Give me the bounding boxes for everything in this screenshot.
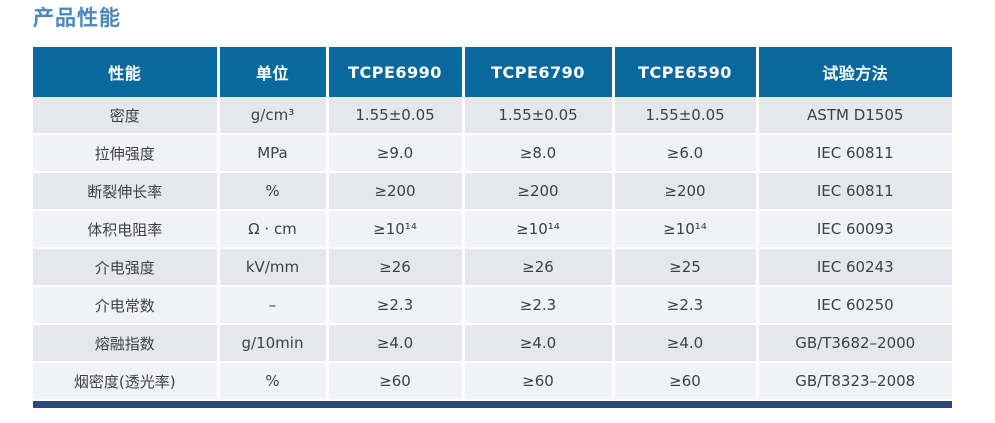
column-header: 试验方法 bbox=[757, 47, 952, 97]
column-header: TCPE6590 bbox=[613, 47, 759, 97]
table-header: 性能 单位 TCPE6990 TCPE6790 TCPE6590 试验方法 bbox=[33, 47, 952, 97]
table-cell: ≥10¹⁴ bbox=[327, 210, 465, 249]
table-cell: 介电强度 bbox=[33, 248, 220, 287]
table-row: 熔融指数 g/10min ≥4.0 ≥4.0 ≥4.0 GB/T3682–2000 bbox=[33, 324, 952, 363]
table-cell: ≥4.0 bbox=[463, 324, 615, 363]
table-cell: ≥60 bbox=[463, 362, 615, 401]
column-header: TCPE6790 bbox=[463, 47, 615, 97]
table-cell: ≥2.3 bbox=[327, 286, 465, 325]
table-cell: ASTM D1505 bbox=[757, 97, 952, 135]
page-title: 产品性能 bbox=[33, 6, 121, 30]
table-cell: ≥200 bbox=[327, 172, 465, 211]
table-cell: ≥200 bbox=[613, 172, 759, 211]
table-cell: % bbox=[218, 362, 329, 401]
table-cell: 1.55±0.05 bbox=[463, 97, 615, 135]
table-cell: ≥10¹⁴ bbox=[463, 210, 615, 249]
table-cell: IEC 60811 bbox=[757, 172, 952, 211]
table-cell: – bbox=[218, 286, 329, 325]
table-row: 断裂伸长率% ≥200 ≥200 ≥200 IEC 60811 bbox=[33, 172, 952, 211]
table-cell: ≥2.3 bbox=[613, 286, 759, 325]
table-cell: g/10min bbox=[218, 324, 329, 363]
table-body: 密度 g/cm³ 1.55±0.05 1.55±0.05 1.55±0.05 ASTM D… bbox=[33, 97, 952, 401]
column-header: 单位 bbox=[218, 47, 329, 97]
footer-accent-bar bbox=[33, 401, 952, 408]
table-cell: MPa bbox=[218, 134, 329, 173]
table-cell: g/cm³ bbox=[218, 97, 329, 135]
table-cell: 断裂伸长率 bbox=[33, 172, 220, 211]
table-cell: GB/T8323–2008 bbox=[757, 362, 952, 401]
table-cell: 拉伸强度 bbox=[33, 134, 220, 173]
table-cell: ≥4.0 bbox=[613, 324, 759, 363]
table-cell: 烟密度(透光率) bbox=[33, 362, 220, 401]
table-cell: IEC 60811 bbox=[757, 134, 952, 173]
header-row: 性能 单位 TCPE6990 TCPE6790 TCPE6590 试验方法 bbox=[33, 47, 952, 97]
table-cell: 体积电阻率 bbox=[33, 210, 220, 249]
table-cell: ≥60 bbox=[327, 362, 465, 401]
table-cell: 介电常数 bbox=[33, 286, 220, 325]
table-cell: ≥8.0 bbox=[463, 134, 615, 173]
page: 产品性能 性能 单位 TCPE6990 TCPE6790 TCPE6590 试验方法 密度… bbox=[33, 6, 952, 408]
table-cell: ≥6.0 bbox=[613, 134, 759, 173]
table-cell: ≥10¹⁴ bbox=[613, 210, 759, 249]
table-row: 介电常数 – ≥2.3 ≥2.3 ≥2.3 IEC 60250 bbox=[33, 286, 952, 325]
table-cell: ≥200 bbox=[463, 172, 615, 211]
table-cell: IEC 60250 bbox=[757, 286, 952, 325]
table-cell: ≥60 bbox=[613, 362, 759, 401]
column-header: 性能 bbox=[33, 47, 220, 97]
table-cell: ≥25 bbox=[613, 248, 759, 287]
table-cell: 1.55±0.05 bbox=[327, 97, 465, 135]
table-cell: IEC 60243 bbox=[757, 248, 952, 287]
product-performance-table: 性能 单位 TCPE6990 TCPE6790 TCPE6590 试验方法 密度 g/cm³… bbox=[33, 47, 952, 401]
table-cell: ≥4.0 bbox=[327, 324, 465, 363]
table-cell: ≥26 bbox=[463, 248, 615, 287]
table-cell: 1.55±0.05 bbox=[613, 97, 759, 135]
table-cell: % bbox=[218, 172, 329, 211]
table-cell: 熔融指数 bbox=[33, 324, 220, 363]
table-row: 拉伸强度 MPa ≥9.0 ≥8.0 ≥6.0 IEC 60811 bbox=[33, 134, 952, 173]
table-cell: ≥2.3 bbox=[463, 286, 615, 325]
table-cell: Ω · cm bbox=[218, 210, 329, 249]
table-cell: kV/mm bbox=[218, 248, 329, 287]
table-cell: ≥9.0 bbox=[327, 134, 465, 173]
table-row: 体积电阻率 Ω · cm ≥10¹⁴ ≥10¹⁴ ≥10¹⁴ IEC 60093 bbox=[33, 210, 952, 249]
table-cell: ≥26 bbox=[327, 248, 465, 287]
table-row: 密度 g/cm³ 1.55±0.05 1.55±0.05 1.55±0.05 ASTM D… bbox=[33, 97, 952, 135]
table-row: 烟密度(透光率)% ≥60 ≥60 ≥60 GB/T8323–2008 bbox=[33, 362, 952, 401]
table-cell: IEC 60093 bbox=[757, 210, 952, 249]
column-header: TCPE6990 bbox=[327, 47, 465, 97]
table-cell: GB/T3682–2000 bbox=[757, 324, 952, 363]
table-row: 介电强度 kV/mm ≥26 ≥26 ≥25 IEC 60243 bbox=[33, 248, 952, 287]
table-cell: 密度 bbox=[33, 97, 220, 135]
